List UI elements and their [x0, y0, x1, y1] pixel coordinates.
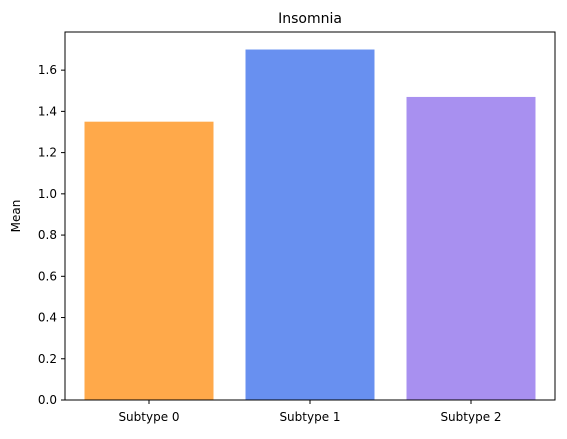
y-tick-label: 0.4 — [38, 311, 57, 325]
y-tick-label: 0.0 — [38, 393, 57, 407]
y-tick-label: 1.4 — [38, 104, 57, 118]
y-tick-label: 1.0 — [38, 187, 57, 201]
x-tick-label: Subtype 1 — [279, 410, 340, 424]
y-tick-label: 1.6 — [38, 63, 57, 77]
y-axis-label: Mean — [9, 200, 23, 233]
x-tick-label: Subtype 2 — [440, 410, 501, 424]
plot-frame — [64, 31, 556, 401]
bar-subtype-2 — [406, 96, 536, 401]
x-axis-ticks: Subtype 0 Subtype 1 Subtype 2 — [118, 400, 502, 424]
y-tick-label: 0.2 — [38, 352, 57, 366]
y-tick-label: 1.2 — [38, 146, 57, 160]
y-tick-label: 0.6 — [38, 269, 57, 283]
bar-subtype-0 — [84, 121, 214, 401]
y-axis-ticks: 0.0 0.2 0.4 0.6 0.8 1.0 1.2 1.4 1.6 — [38, 63, 65, 407]
y-tick-label: 0.8 — [38, 228, 57, 242]
chart-title: Insomnia — [278, 11, 342, 27]
bar-subtype-1 — [245, 49, 375, 401]
bars-layer — [84, 49, 536, 401]
x-tick-label: Subtype 0 — [118, 410, 179, 424]
